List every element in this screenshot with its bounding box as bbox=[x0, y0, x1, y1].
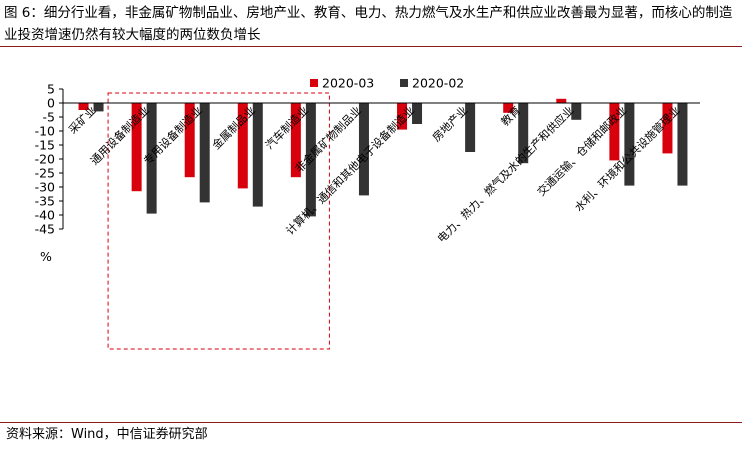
bar-2020-02-7 bbox=[465, 103, 476, 152]
bar-2020-02-10 bbox=[624, 103, 635, 186]
category-label: 金属制品业 bbox=[209, 103, 258, 152]
source-note: 资料来源：Wind，中信证券研究部 bbox=[6, 427, 208, 442]
bar-2020-03-9 bbox=[556, 98, 567, 103]
y-tick-label: 5 bbox=[47, 82, 55, 97]
bar-2020-02-2 bbox=[199, 103, 210, 203]
bar-2020-03-8 bbox=[503, 103, 514, 113]
legend-swatch-2020-02 bbox=[400, 79, 408, 87]
y-tick-label: -5 bbox=[43, 110, 55, 125]
bar-2020-02-8 bbox=[518, 103, 529, 164]
y-unit-label: % bbox=[40, 249, 52, 264]
legend-label-2020-03: 2020-03 bbox=[322, 76, 374, 91]
bar-2020-03-1 bbox=[131, 103, 142, 192]
bar-2020-02-3 bbox=[252, 103, 263, 207]
category-label: 汽车制造业 bbox=[262, 103, 311, 152]
legend-label-2020-02: 2020-02 bbox=[412, 76, 464, 91]
bar-2020-03-3 bbox=[237, 103, 248, 189]
y-tick-label: -20 bbox=[35, 152, 55, 167]
bar-2020-03-4 bbox=[290, 103, 301, 178]
bar-2020-03-0 bbox=[78, 103, 89, 110]
title-divider bbox=[0, 46, 742, 47]
y-tick-label: -25 bbox=[35, 166, 55, 181]
bar-2020-03-6 bbox=[397, 103, 408, 130]
y-tick-label: -30 bbox=[35, 180, 55, 195]
bar-chart: 50-5-10-15-20-25-30-35-40-45% 采矿业通用设备制造业… bbox=[35, 76, 700, 350]
bar-2020-02-0 bbox=[93, 103, 104, 112]
legend-swatch-2020-03 bbox=[310, 79, 318, 87]
bar-2020-03-11 bbox=[662, 103, 673, 154]
chart-title: 图 6：细分行业看，非金属矿物制品业、房地产业、教育、电力、热力燃气及水生产和供… bbox=[4, 5, 733, 43]
bar-2020-02-5 bbox=[358, 103, 369, 196]
bar-2020-02-9 bbox=[571, 103, 582, 120]
y-tick-label: 0 bbox=[47, 96, 55, 111]
bar-2020-02-1 bbox=[146, 103, 157, 214]
highlight-box bbox=[107, 92, 330, 350]
bar-2020-02-6 bbox=[412, 103, 423, 124]
category-label: 房地产业 bbox=[429, 103, 470, 144]
y-tick-label: -15 bbox=[35, 138, 55, 153]
bar-2020-03-2 bbox=[184, 103, 195, 178]
source-divider bbox=[0, 422, 742, 423]
y-tick-label: -40 bbox=[35, 208, 55, 223]
y-tick-label: -35 bbox=[35, 194, 55, 209]
bar-2020-03-10 bbox=[609, 103, 620, 161]
bar-2020-02-4 bbox=[305, 103, 316, 217]
y-tick-label: -10 bbox=[35, 124, 55, 139]
y-tick-label: -45 bbox=[35, 222, 55, 237]
bar-2020-02-11 bbox=[677, 103, 688, 186]
